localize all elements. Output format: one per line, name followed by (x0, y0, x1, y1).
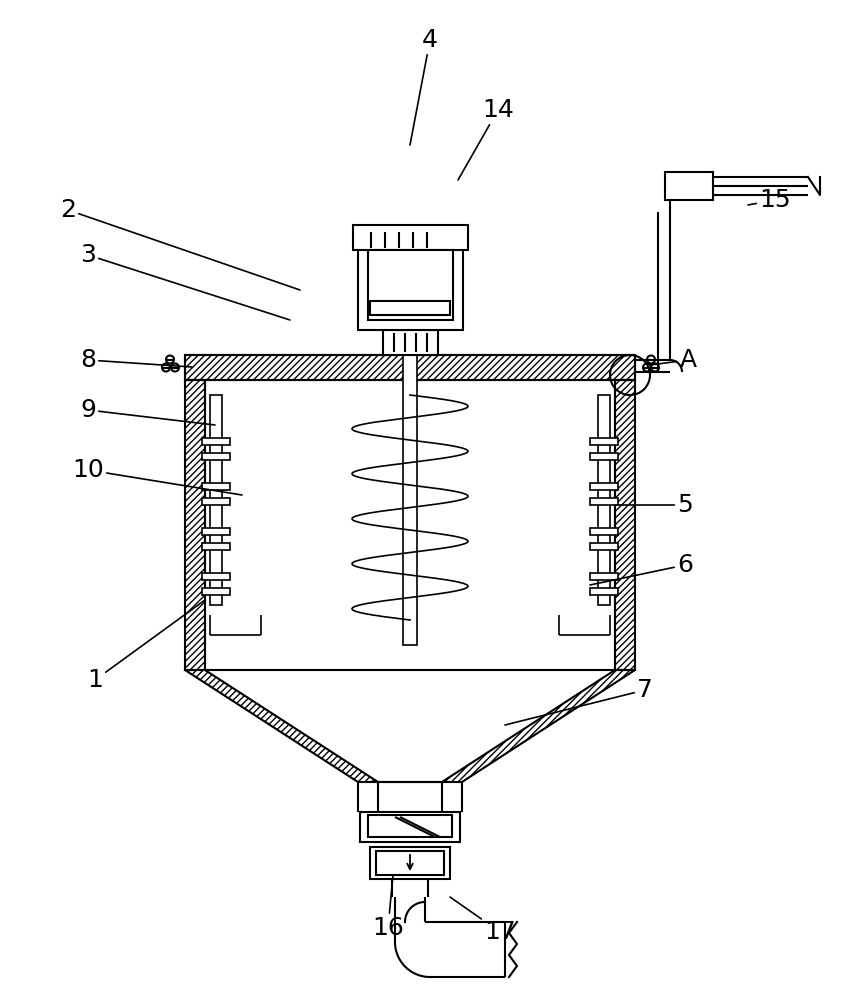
Bar (403, 355, 417, 645)
Text: 15: 15 (748, 188, 791, 212)
Bar (376, 851, 444, 875)
Text: 14: 14 (458, 98, 514, 180)
Bar (202, 498, 230, 505)
Bar (598, 395, 610, 605)
Bar (202, 573, 230, 580)
Text: 16: 16 (372, 875, 404, 940)
Bar (360, 812, 460, 842)
Bar (202, 543, 230, 550)
Bar (590, 438, 618, 445)
Text: 4: 4 (410, 28, 438, 145)
Bar (185, 380, 205, 670)
Text: 1: 1 (87, 600, 205, 692)
Bar (202, 483, 230, 490)
Bar (210, 395, 222, 605)
Bar (590, 498, 618, 505)
Bar (382, 330, 438, 355)
Text: 5: 5 (615, 493, 693, 517)
Text: 7: 7 (505, 678, 653, 725)
Bar (590, 588, 618, 595)
Bar (590, 483, 618, 490)
Text: 2: 2 (60, 198, 300, 290)
Text: 17: 17 (450, 897, 516, 944)
Text: 3: 3 (80, 243, 290, 320)
Bar (202, 453, 230, 460)
Text: 8: 8 (80, 348, 192, 372)
Bar (202, 588, 230, 595)
Bar (353, 225, 467, 250)
Bar (185, 355, 635, 380)
Text: 9: 9 (80, 398, 215, 425)
Bar (368, 815, 452, 837)
Bar (202, 438, 230, 445)
Bar (615, 380, 635, 670)
Text: 10: 10 (72, 458, 242, 495)
Bar (590, 453, 618, 460)
Text: 6: 6 (590, 553, 693, 585)
Bar (358, 230, 462, 330)
Text: A: A (650, 348, 696, 372)
Bar (590, 573, 618, 580)
Bar (665, 172, 713, 200)
Bar (202, 528, 230, 535)
Bar (370, 847, 450, 879)
Bar (590, 528, 618, 535)
Bar (370, 301, 450, 315)
Bar (590, 543, 618, 550)
Bar (367, 250, 453, 320)
